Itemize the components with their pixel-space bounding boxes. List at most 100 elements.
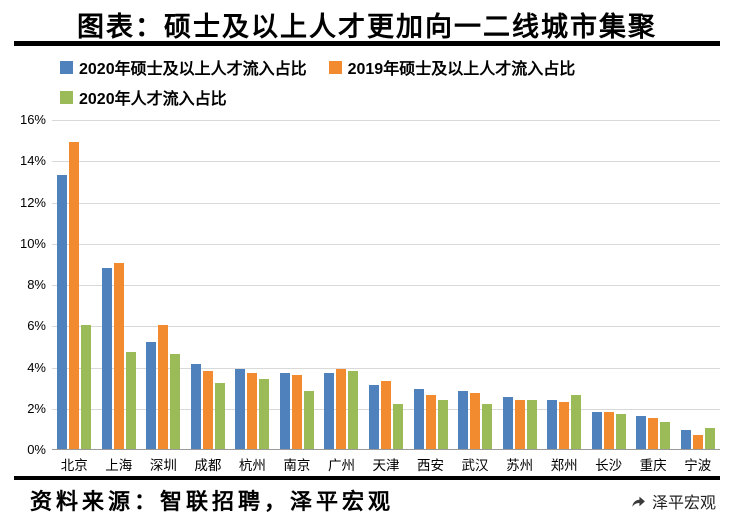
y-axis-label: 0%	[27, 442, 46, 457]
bar	[303, 391, 314, 449]
x-axis-label: 长沙	[595, 458, 623, 473]
x-axis-labels: 北京 上海 深圳 成都 杭州 南京 广州 天津 西安 武汉 苏州 郑州 长沙 重庆 宁波	[52, 454, 720, 474]
x-axis-label: 天津	[372, 458, 400, 473]
legend-label: 2020年人才流入占比	[79, 91, 227, 108]
bar	[125, 352, 136, 449]
bar-group	[141, 120, 186, 449]
bar	[502, 397, 513, 449]
bar	[57, 174, 68, 449]
gridline	[52, 120, 720, 121]
x-axis-label: 宁波	[684, 458, 712, 473]
bar	[348, 370, 359, 449]
x-axis-label: 苏州	[506, 458, 534, 473]
title-divider	[14, 41, 720, 46]
bar	[603, 411, 614, 449]
bar	[279, 372, 290, 449]
bar	[692, 434, 703, 449]
gridline	[52, 243, 720, 245]
gridline	[52, 367, 720, 369]
chart-area: 0% 2% 4% 6% 8% 10% 12% 14% 16% 北京 上海 深圳 成都 杭州 南京 广州 天津 西…	[0, 106, 734, 486]
bar	[101, 267, 112, 449]
watermark-text: 泽平宏观	[651, 495, 716, 512]
bar-group	[453, 120, 498, 449]
legend-swatch	[60, 60, 73, 74]
gridline	[52, 161, 720, 163]
bar	[158, 325, 169, 449]
bar	[458, 391, 469, 449]
bottom-divider	[14, 476, 720, 480]
bar	[81, 325, 92, 449]
y-axis-label: 2%	[27, 400, 46, 416]
bar	[69, 141, 80, 449]
bar	[680, 430, 691, 449]
bars	[52, 120, 720, 449]
gridline	[52, 285, 720, 286]
bar	[704, 428, 715, 449]
x-axis-label: 广州	[327, 458, 355, 473]
bar	[547, 399, 558, 449]
bar-group	[542, 120, 587, 449]
plot-area	[52, 120, 720, 450]
y-axis-label: 6%	[27, 318, 46, 334]
bar	[113, 263, 124, 449]
bar-group	[52, 120, 97, 449]
legend-swatch	[60, 90, 73, 104]
bar	[636, 416, 647, 449]
source-note: 资料来源：智联招聘，泽平宏观	[30, 489, 395, 513]
bar	[482, 403, 493, 449]
bar	[214, 383, 225, 449]
bar-group	[408, 120, 453, 449]
x-axis-label: 北京	[60, 458, 88, 473]
bar-group	[186, 120, 231, 449]
bar	[336, 368, 347, 449]
gridline	[52, 326, 720, 328]
x-axis-label: 成都	[194, 458, 222, 473]
bar	[368, 385, 379, 449]
legend-item: 2020年硕士及以上人才流入占比	[60, 55, 307, 79]
bar	[259, 378, 270, 449]
legend-row-2: 2020年人才流入占比	[60, 85, 575, 109]
chart-title: 图表：硕士及以上人才更加向一二线城市集聚	[77, 12, 657, 42]
x-axis-label: 重庆	[639, 458, 667, 473]
x-axis-label: 郑州	[550, 458, 578, 473]
bar-group	[586, 120, 631, 449]
bar-group	[631, 120, 676, 449]
legend-item: 2019年硕士及以上人才流入占比	[328, 55, 576, 79]
x-axis-label: 武汉	[461, 458, 489, 473]
bar-group	[230, 120, 275, 449]
x-axis-label: 西安	[417, 458, 445, 473]
y-axis-label: 14%	[19, 153, 46, 169]
x-axis-label: 上海	[105, 458, 133, 473]
bar-group	[275, 120, 320, 449]
bar	[380, 380, 391, 449]
bar	[413, 389, 424, 449]
bar	[559, 401, 570, 449]
bar	[324, 372, 335, 449]
bar-group	[97, 120, 142, 449]
legend-swatch	[328, 60, 342, 74]
bar	[190, 364, 201, 449]
share-arrow-icon	[630, 493, 647, 510]
y-axis-label: 12%	[19, 194, 46, 210]
bar	[615, 413, 626, 449]
bar-group	[497, 120, 542, 449]
bar	[425, 395, 436, 449]
bar	[591, 411, 602, 449]
watermark: 泽平宏观	[630, 489, 716, 513]
bar-group	[319, 120, 364, 449]
y-axis-label: 16%	[19, 112, 46, 127]
y-axis-label: 8%	[27, 277, 46, 292]
x-axis-label: 南京	[283, 458, 311, 473]
bar	[202, 370, 213, 449]
bar	[660, 422, 671, 449]
legend-label: 2019年硕士及以上人才流入占比	[347, 61, 576, 78]
legend-row-1: 2020年硕士及以上人才流入占比 2019年硕士及以上人才流入占比	[60, 55, 575, 79]
bar	[170, 354, 181, 449]
x-axis-label: 深圳	[149, 458, 177, 473]
bar	[514, 399, 525, 449]
x-axis-label: 杭州	[238, 458, 266, 473]
bar	[571, 395, 582, 449]
gridline	[52, 202, 720, 204]
bar	[526, 399, 537, 449]
